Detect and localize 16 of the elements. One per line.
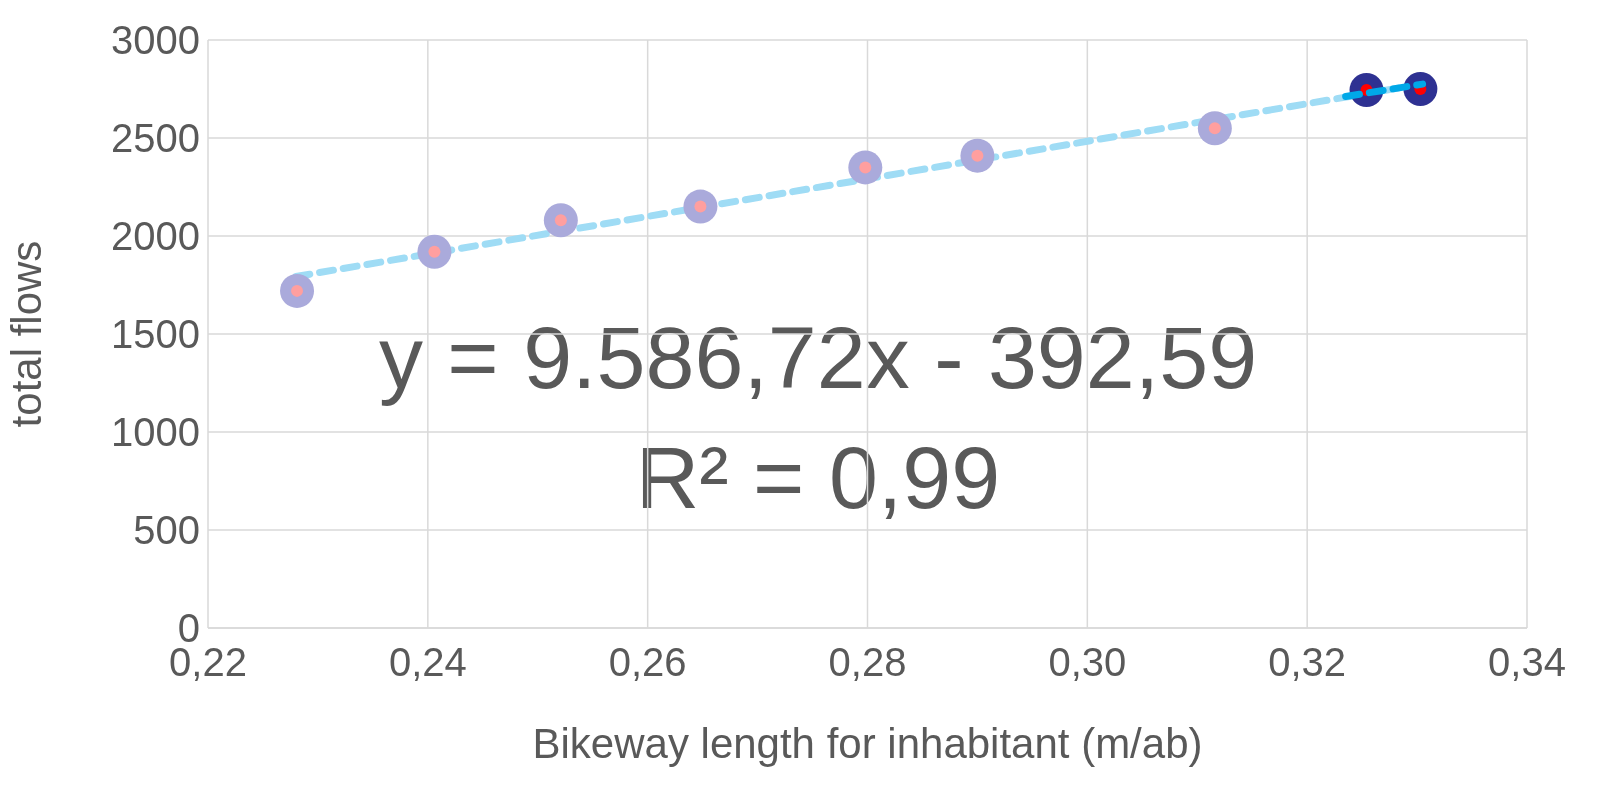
x-tick-label: 0,34 bbox=[1488, 640, 1566, 685]
y-tick-label: 500 bbox=[133, 508, 200, 553]
x-tick-label: 0,32 bbox=[1268, 640, 1347, 685]
x-tick-label: 0,24 bbox=[388, 640, 467, 685]
y-tick-label: 2000 bbox=[111, 214, 200, 259]
y-tick-label: 1500 bbox=[111, 312, 200, 357]
annotation: y = 9.586,72x - 392,59 bbox=[377, 308, 1259, 408]
x-tick-label: 0,30 bbox=[1048, 640, 1127, 685]
y-tick-label: 3000 bbox=[111, 18, 200, 63]
y-tick-label: 1000 bbox=[111, 410, 200, 455]
x-axis-title: Bikeway length for inhabitant (m/ab) bbox=[532, 720, 1203, 767]
y-tick-label: 2500 bbox=[111, 116, 200, 161]
y-axis-title: total flows bbox=[2, 240, 50, 428]
x-tick-label: 0,28 bbox=[828, 640, 907, 685]
annotation: R² = 0,99 bbox=[634, 428, 1002, 528]
x-tick-label: 0,26 bbox=[608, 640, 687, 685]
